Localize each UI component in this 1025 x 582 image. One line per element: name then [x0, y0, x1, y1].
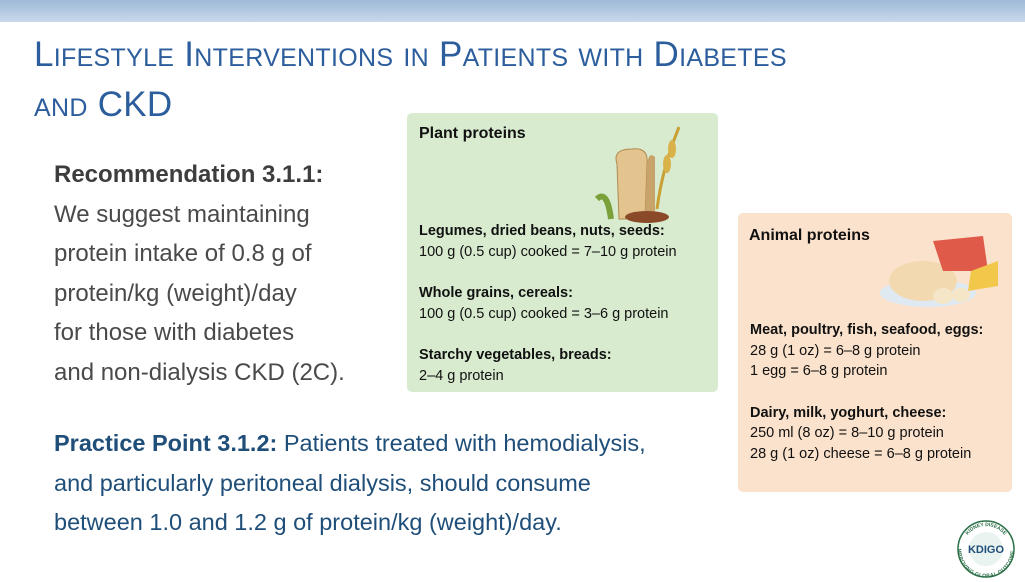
plant-illustration: [594, 126, 681, 223]
top-bar: [0, 0, 1025, 22]
recommendation-label: Recommendation 3.1.1:: [54, 161, 324, 188]
title-line: and CKD: [34, 85, 173, 124]
item-line: 2–4 g protein: [419, 367, 504, 384]
box-title: Animal proteins: [749, 227, 870, 244]
animal-illustration: [880, 236, 998, 307]
practice-point-label: Practice Point 3.1.2:: [54, 430, 278, 456]
recommendation-text: for those with diabetes: [54, 319, 295, 346]
item-line: 250 ml (8 oz) = 8–10 g protein: [750, 425, 944, 441]
item-line: 28 g (1 oz) = 6–8 g protein: [750, 342, 921, 359]
protein-item: Starchy vegetables, breads: 2–4 g protein: [419, 345, 612, 386]
protein-item: Meat, poultry, fish, seafood, eggs: 28 g …: [750, 320, 983, 382]
recommendation: Recommendation 3.1.1: We suggest maintai…: [54, 155, 345, 392]
kdigo-logo: KIDNEY DISEASE IMPROVING GLOBAL OUTCOMES…: [955, 518, 1016, 579]
item-heading: Dairy, milk, yoghurt, cheese:: [750, 404, 947, 421]
item-heading: Starchy vegetables, breads:: [419, 347, 612, 363]
title-line: Lifestyle Interventions in Patients with…: [34, 35, 787, 74]
practice-point-text: between 1.0 and 1.2 g of protein/kg (wei…: [54, 509, 562, 535]
protein-item: Whole grains, cereals: 100 g (0.5 cup) co…: [419, 283, 669, 324]
practice-point: Practice Point 3.1.2: Patients treated w…: [54, 424, 646, 543]
item-line: 100 g (0.5 cup) cooked = 7–10 g protein: [419, 243, 677, 260]
recommendation-text: protein/kg (weight)/day: [54, 279, 297, 307]
item-line: 28 g (1 oz) cheese = 6–8 g protein: [750, 445, 972, 462]
animal-box: Animal proteins Meat, poultry, fish, sea…: [738, 213, 1012, 492]
recommendation-text: and non-dialysis CKD (2C).: [54, 358, 345, 386]
practice-point-text: and particularly peritoneal dialysis, sh…: [54, 469, 591, 496]
item-line: 1 egg = 6–8 g protein: [750, 363, 888, 379]
slide-title: Lifestyle Interventions in Patients with…: [34, 30, 787, 130]
logo-name: KDIGO: [968, 544, 1005, 556]
item-heading: Meat, poultry, fish, seafood, eggs:: [750, 322, 984, 338]
protein-item: Dairy, milk, yoghurt, cheese: 250 ml (8 o…: [750, 403, 971, 465]
protein-item: Legumes, dried beans, nuts, seeds: 100 g …: [419, 221, 677, 262]
recommendation-text: protein intake of 0.8 g of: [54, 240, 312, 267]
plant-box: Plant proteins Legumes, dried beans, nut…: [407, 113, 718, 392]
box-title: Plant proteins: [419, 125, 526, 142]
recommendation-text: We suggest maintaining: [54, 200, 310, 228]
practice-point-text: Patients treated with hemodialysis,: [283, 430, 646, 456]
item-line: 100 g (0.5 cup) cooked = 3–6 g protein: [419, 305, 669, 322]
item-heading: Whole grains, cereals:: [419, 285, 573, 301]
item-heading: Legumes, dried beans, nuts, seeds:: [419, 223, 665, 239]
